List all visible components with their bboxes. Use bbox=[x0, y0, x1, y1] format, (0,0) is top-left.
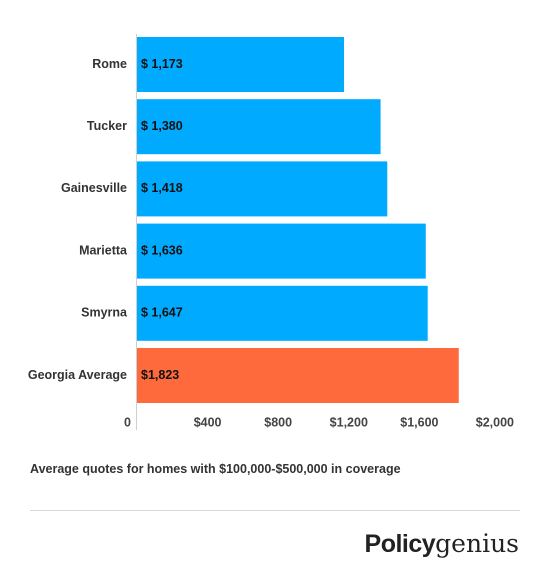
divider bbox=[30, 510, 520, 511]
value-label-rome: $ 1,173 bbox=[141, 57, 183, 71]
policygenius-logo: Policygenius bbox=[365, 528, 519, 560]
x-tick-label-400: $400 bbox=[194, 415, 222, 429]
value-label-marietta: $ 1,636 bbox=[141, 243, 183, 257]
bars-group bbox=[137, 37, 459, 403]
logo-text-genius: genius bbox=[435, 529, 519, 558]
chart-caption: Average quotes for homes with $100,000-$… bbox=[30, 462, 401, 476]
bar-chart: Rome Tucker Gainesville Marietta Smyrna Georg… bbox=[28, 34, 514, 430]
value-label-tucker: $ 1,380 bbox=[141, 119, 183, 133]
bar-georgia-average bbox=[137, 348, 459, 403]
x-axis-ticks: 0 $400 $800 $1,200 $1,600 $2,000 bbox=[124, 415, 514, 429]
x-tick-label-2-000: $2,000 bbox=[476, 415, 514, 429]
category-label-gainesville: Gainesville bbox=[61, 181, 127, 195]
value-labels: $ 1,173 $ 1,380 $ 1,418 $ 1,636 $ 1,647 $1,82… bbox=[141, 57, 183, 382]
category-label-rome: Rome bbox=[92, 57, 127, 71]
value-label-smyrna: $ 1,647 bbox=[141, 306, 183, 320]
value-label-georgia-average: $1,823 bbox=[141, 368, 179, 382]
value-label-gainesville: $ 1,418 bbox=[141, 181, 183, 195]
bar-smyrna bbox=[137, 285, 428, 341]
x-tick-label-0: 0 bbox=[124, 415, 131, 429]
bar-gainesville bbox=[137, 161, 388, 217]
category-label-smyrna: Smyrna bbox=[81, 306, 128, 320]
category-label-tucker: Tucker bbox=[87, 119, 127, 133]
category-label-marietta: Marietta bbox=[79, 243, 128, 257]
bar-tucker bbox=[137, 99, 381, 155]
logo-text-policy: Policy bbox=[364, 530, 436, 558]
bar-marietta bbox=[137, 223, 426, 279]
bar-rome bbox=[137, 37, 345, 92]
category-labels: Rome Tucker Gainesville Marietta Smyrna Georg… bbox=[28, 57, 128, 382]
x-tick-label-800: $800 bbox=[264, 415, 292, 429]
x-tick-label-1-600: $1,600 bbox=[400, 415, 438, 429]
category-label-georgia-average: Georgia Average bbox=[28, 368, 127, 382]
x-tick-label-1-200: $1,200 bbox=[330, 415, 368, 429]
